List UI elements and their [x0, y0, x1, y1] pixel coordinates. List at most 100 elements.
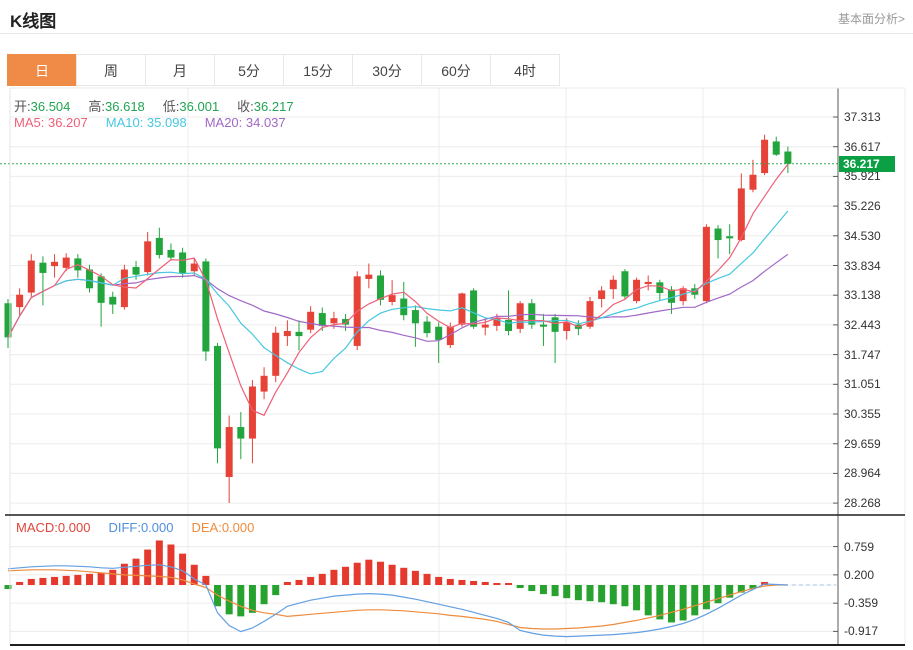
tab-month[interactable]: 月 — [145, 54, 215, 86]
candle — [109, 296, 117, 305]
candle — [307, 311, 315, 330]
macd-bar — [481, 581, 489, 585]
candle — [260, 375, 268, 392]
candle — [62, 257, 70, 268]
macd-bar — [16, 581, 24, 585]
main-axis-tick-label: 31.051 — [844, 377, 881, 392]
tab-15min[interactable]: 15分 — [283, 54, 353, 86]
ma-ma10: MA10: 35.098 — [105, 115, 187, 130]
candle — [342, 319, 350, 325]
macd-bar — [493, 582, 501, 585]
macd-bar — [574, 585, 582, 601]
macd-bar — [109, 569, 117, 585]
macd-bar — [260, 585, 268, 605]
candle — [423, 321, 431, 334]
tab-day[interactable]: 日 — [7, 54, 77, 86]
tab-60min[interactable]: 60分 — [421, 54, 491, 86]
macd-bar — [516, 585, 524, 589]
macd-diff: DIFF:0.000 — [108, 520, 174, 535]
macd-bar — [714, 585, 722, 604]
tab-4hour[interactable]: 4时 — [490, 54, 560, 86]
header-divider — [0, 33, 913, 34]
main-axis-tick-label: 28.964 — [844, 466, 881, 481]
tab-30min[interactable]: 30分 — [352, 54, 422, 86]
macd-bar — [726, 585, 734, 598]
macd-bar — [39, 577, 47, 585]
candle — [667, 289, 675, 303]
macd-bar — [283, 581, 291, 585]
macd-bar — [679, 585, 687, 621]
ohlc-high: 高:36.618 — [88, 99, 145, 114]
ohlc-open: 开:36.504 — [14, 99, 71, 114]
macd-bar — [365, 559, 373, 585]
main-axis-tick-label: 35.226 — [844, 199, 881, 214]
candle — [446, 326, 454, 346]
macd-bar — [656, 585, 664, 620]
candle — [435, 326, 443, 340]
candle — [330, 318, 338, 324]
candle — [761, 139, 769, 174]
macd-bar — [563, 585, 571, 599]
tab-bar: 日周月 5分 15分 30分 60分 4时 — [7, 54, 560, 86]
macd-bar — [85, 573, 93, 585]
candle — [318, 313, 326, 326]
candle — [27, 260, 35, 293]
candle — [493, 318, 501, 326]
candle — [376, 275, 384, 300]
candle — [272, 332, 280, 376]
candle — [167, 249, 175, 258]
macd-bar — [272, 585, 280, 596]
macd-bar — [609, 585, 617, 605]
candle — [784, 151, 792, 164]
main-axis-tick-label: 36.617 — [844, 139, 881, 154]
macd-bar — [586, 585, 594, 602]
macd-bar — [144, 549, 152, 585]
fundamental-analysis-link[interactable]: 基本面分析> — [837, 12, 905, 26]
macd-bar — [225, 585, 233, 615]
current-price-badge: 36.217 — [839, 155, 895, 172]
tab-week[interactable]: 周 — [76, 54, 146, 86]
candle — [155, 237, 163, 256]
candle — [481, 324, 489, 328]
candle — [621, 271, 629, 297]
macd-bar — [342, 566, 350, 585]
macd-bar — [179, 553, 187, 585]
candle — [598, 290, 606, 299]
macd-bar — [749, 585, 757, 589]
candle — [516, 303, 524, 329]
macd-bar — [248, 585, 256, 613]
macd-axis-tick-label: 0.759 — [844, 539, 875, 554]
macd-info-row: MACD:0.000 DIFF:0.000 DEA:0.000 — [16, 520, 272, 535]
candle — [51, 261, 59, 267]
candle — [458, 293, 466, 325]
candle — [737, 188, 745, 241]
candle — [656, 282, 664, 293]
macd-bar — [435, 576, 443, 585]
candle — [633, 279, 641, 302]
candle — [539, 324, 547, 327]
ohlc-info-row: 开:36.504 高:36.618 低:36.001 收:36.217 — [14, 96, 312, 115]
macd-bar — [27, 578, 35, 585]
main-axis-tick-label: 31.747 — [844, 347, 881, 362]
main-axis-tick-label: 30.355 — [844, 407, 881, 422]
dea-line — [7, 569, 788, 630]
main-axis-tick-label: 33.834 — [844, 258, 881, 273]
macd-bar — [737, 585, 745, 593]
candle — [283, 330, 291, 337]
candle — [411, 310, 419, 324]
macd-bar — [411, 570, 419, 585]
ma-info-row: MA5: 36.207 MA10: 35.098 MA20: 34.037 — [14, 115, 304, 130]
candle — [749, 174, 757, 190]
ma-ma5: MA5: 36.207 — [14, 115, 88, 130]
macd-macd: MACD:0.000 — [16, 520, 91, 535]
macd-bar — [237, 585, 245, 617]
tab-5min[interactable]: 5分 — [214, 54, 284, 86]
macd-bar — [528, 585, 536, 592]
candle — [609, 279, 617, 290]
candle — [388, 295, 396, 302]
candle — [365, 274, 373, 279]
macd-bar — [307, 576, 315, 585]
candle — [563, 322, 571, 331]
macd-bar — [505, 582, 513, 585]
